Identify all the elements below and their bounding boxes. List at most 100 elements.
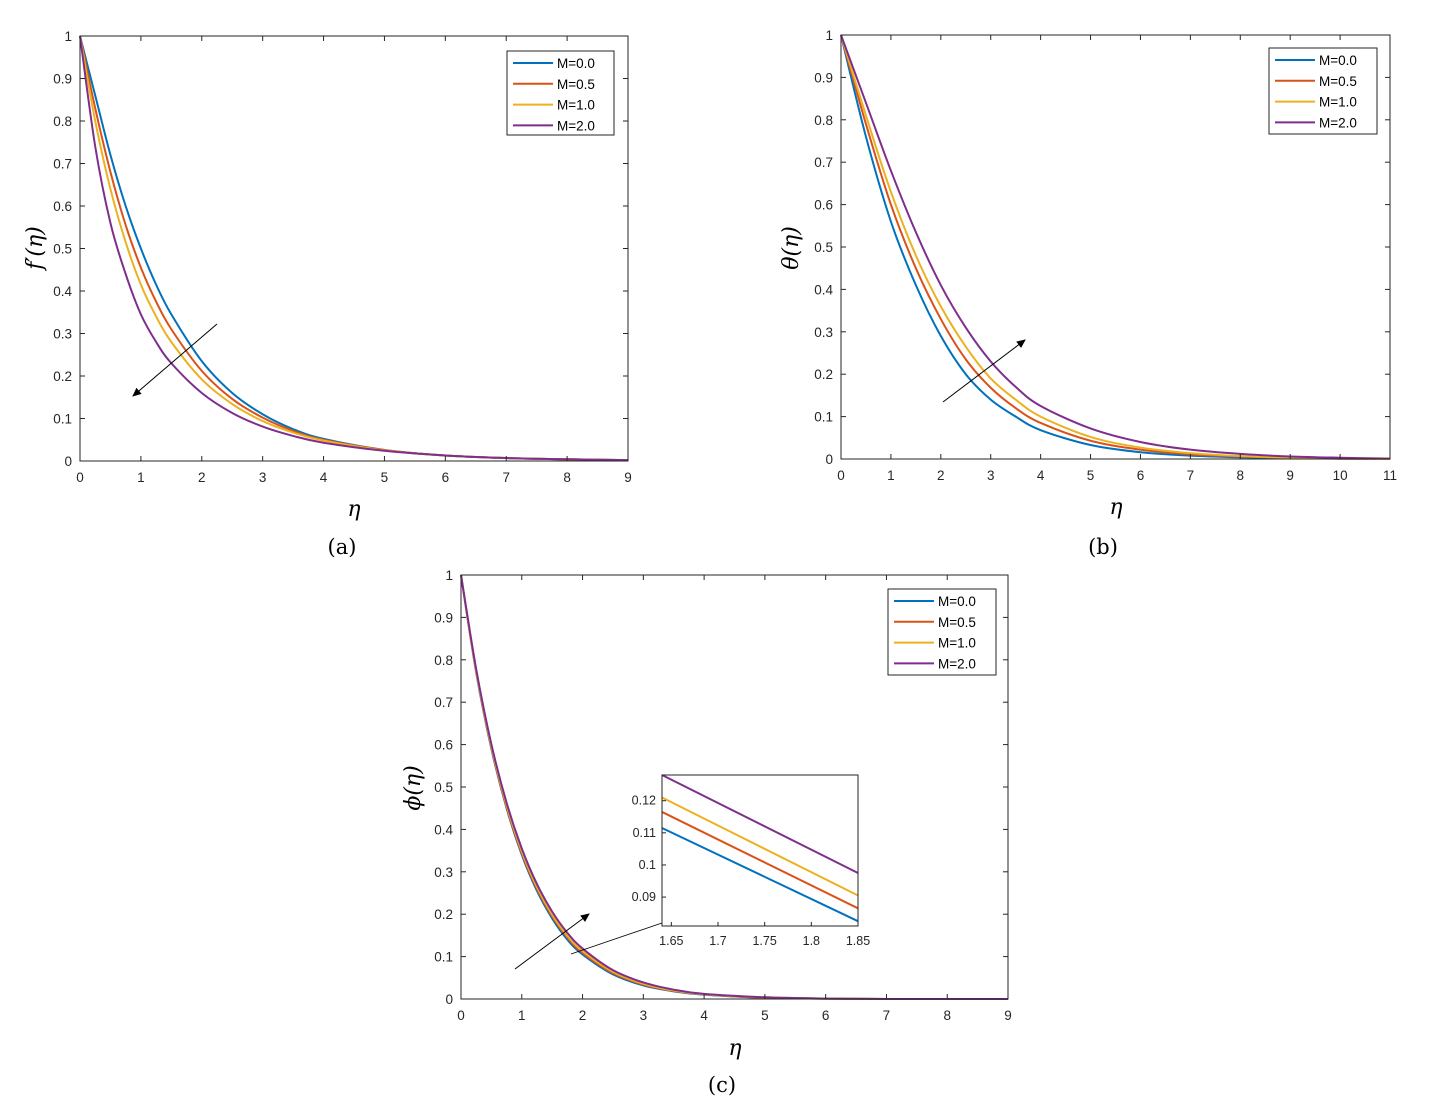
x-tick-label: 0	[457, 1008, 465, 1023]
legend-box	[887, 588, 997, 676]
x-tick-label: 4	[320, 470, 328, 485]
y-tick-label: 0.3	[814, 325, 833, 340]
inset-series-line-M20	[661, 774, 859, 874]
y-tick-label: 0.4	[53, 284, 72, 299]
inset-x-tick-label: 1.8	[803, 934, 820, 948]
legend-entry: M=0.5	[938, 615, 976, 630]
panel-a-arrow	[132, 323, 218, 397]
x-tick-label: 0	[837, 468, 845, 483]
panel-c-inset: 1.65 1.7 1.75 1.8 1.85 0.09 0.1 0.11 0.12	[632, 774, 870, 948]
y-tick-label: 0	[825, 452, 833, 467]
legend-entry: M=0.0	[938, 594, 976, 609]
series-line-M20	[79, 35, 629, 462]
panel-c-label: (c)	[708, 1073, 736, 1097]
inset-area	[662, 775, 858, 926]
series-line-M20	[840, 34, 1391, 460]
legend-entry: M=1.0	[1319, 95, 1357, 110]
x-tick-label: 2	[579, 1008, 587, 1023]
x-tick-label: 0	[76, 470, 84, 485]
x-tick-label: 2	[198, 470, 206, 485]
legend-entry: M=0.5	[557, 77, 595, 92]
panel-c-xlabel: η	[728, 1036, 741, 1061]
inset-y-tick-label: 0.11	[633, 826, 656, 840]
x-tick-label: 7	[883, 1008, 891, 1023]
panel-b-ylabel: θ(η)	[779, 226, 804, 270]
inset-series-line-M05	[661, 811, 859, 910]
x-tick-label: 8	[563, 470, 571, 485]
panel-c-arrow	[514, 913, 590, 970]
y-tick-label: 0.9	[434, 610, 453, 625]
inset-y-tick-label: 0.09	[632, 890, 656, 904]
y-tick-label: 0.6	[53, 199, 72, 214]
x-tick-label: 3	[259, 470, 267, 485]
panel-c-zoom-connector	[570, 922, 663, 955]
inset-frame	[661, 774, 859, 927]
y-tick-label: 0.4	[814, 282, 833, 297]
legend-entry: M=2.0	[938, 656, 976, 671]
panel-b: 0 1 2 3 4 5 6 7 8 9 10 11 0 0.1 0.2 0.3 0.4 0.5 0.6 0.7 0.8 0…	[779, 28, 1397, 559]
legend-entry: M=0.0	[1319, 53, 1357, 68]
y-tick-label: 0.3	[53, 327, 72, 342]
legend-entry: M=2.0	[1319, 115, 1357, 130]
y-tick-label: 0.9	[814, 70, 833, 85]
y-tick-label: 0.6	[434, 738, 453, 753]
x-tick-label: 1	[137, 470, 145, 485]
y-tick-label: 0.7	[434, 695, 453, 710]
x-tick-label: 3	[987, 468, 995, 483]
series-line-M10	[840, 34, 1391, 460]
y-tick-label: 0.1	[814, 410, 833, 425]
legend-entry: M=2.0	[557, 118, 595, 133]
y-tick-label: 0.8	[434, 653, 453, 668]
inset-x-tick-label: 1.85	[846, 934, 870, 948]
x-tick-label: 8	[943, 1008, 951, 1023]
x-tick-label: 2	[937, 468, 945, 483]
panel-a-ylabel: f′(η)	[23, 226, 48, 271]
x-tick-label: 10	[1333, 468, 1348, 483]
y-tick-label: 0.9	[53, 72, 72, 87]
y-tick-label: 0.2	[814, 367, 833, 382]
x-tick-label: 9	[1004, 1008, 1012, 1023]
legend-box	[1268, 47, 1378, 135]
legend: M=0.0 M=0.5 M=1.0 M=2.0	[887, 588, 997, 676]
panel-a-xlabel: η	[347, 497, 360, 522]
y-tick-label: 1	[64, 29, 72, 44]
x-tick-label: 7	[1187, 468, 1195, 483]
panel-b-plot: 0 1 2 3 4 5 6 7 8 9 10 11 0 0.1 0.2 0.3 0.4 0.5 0.6 0.7 0.8 0…	[814, 28, 1397, 483]
y-tick-label: 0	[64, 454, 72, 469]
x-tick-label: 1	[887, 468, 895, 483]
x-tick-label: 5	[1087, 468, 1095, 483]
y-tick-label: 1	[445, 568, 453, 583]
y-tick-label: 0.5	[434, 780, 453, 795]
x-tick-label: 3	[640, 1008, 648, 1023]
panel-a-plot: 0 1 2 3 4 5 6 7 8 9 0 0.1 0.2 0.3 0.4 0.5 0.6 0.7 0.8 0.9 1 M…	[53, 29, 632, 485]
y-tick-label: 0.7	[814, 155, 833, 170]
x-tick-label: 5	[381, 470, 389, 485]
panel-a: 0 1 2 3 4 5 6 7 8 9 0 0.1 0.2 0.3 0.4 0.5 0.6 0.7 0.8 0.9 1 M…	[23, 29, 632, 559]
x-tick-label: 11	[1383, 468, 1397, 483]
legend-box	[506, 50, 615, 136]
panel-b-arrow	[942, 339, 1026, 403]
x-tick-label: 9	[1286, 468, 1294, 483]
inset-y-tick-label: 0.12	[632, 794, 656, 808]
y-tick-label: 0.8	[53, 114, 72, 129]
x-tick-label: 6	[1137, 468, 1145, 483]
x-tick-label: 6	[442, 470, 450, 485]
legend: M=0.0 M=0.5 M=1.0 M=2.0	[1268, 47, 1378, 135]
x-tick-label: 6	[822, 1008, 830, 1023]
y-tick-label: 1	[825, 28, 833, 43]
y-tick-label: 0.3	[434, 865, 453, 880]
inset-x-tick-label: 1.7	[709, 934, 726, 948]
x-tick-label: 1	[518, 1008, 526, 1023]
y-tick-label: 0.6	[814, 198, 833, 213]
y-tick-label: 0.5	[814, 240, 833, 255]
y-tick-label: 0.1	[434, 950, 453, 965]
inset-series-line-M00	[661, 827, 859, 923]
legend-entry: M=0.5	[1319, 74, 1357, 89]
y-tick-label: 0.7	[53, 157, 72, 172]
y-tick-label: 0.2	[434, 907, 453, 922]
legend: M=0.0 M=0.5 M=1.0 M=2.0	[506, 50, 615, 136]
y-tick-label: 0.4	[434, 822, 453, 837]
legend-entry: M=0.0	[557, 56, 595, 71]
x-tick-label: 7	[502, 470, 510, 485]
